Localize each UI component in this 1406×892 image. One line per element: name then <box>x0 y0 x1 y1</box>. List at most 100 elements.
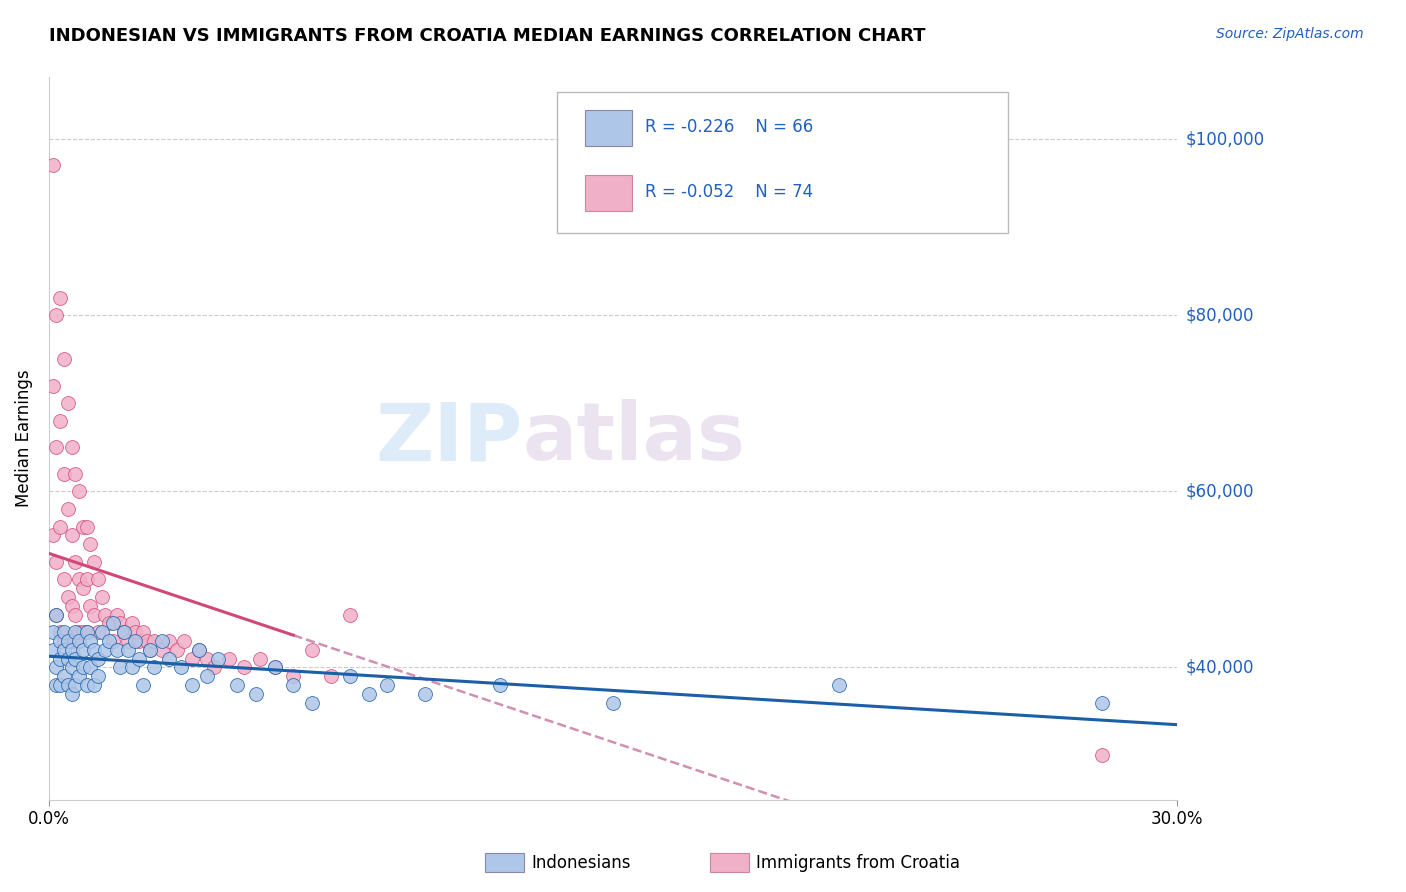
Point <box>56 634 79 648</box>
Point <box>180 678 202 692</box>
FancyBboxPatch shape <box>585 175 633 211</box>
Point <box>87 669 110 683</box>
Point <box>98 634 121 648</box>
Point <box>76 678 98 692</box>
Point <box>76 573 98 587</box>
Point <box>79 660 101 674</box>
Point <box>301 643 323 657</box>
Point <box>110 616 132 631</box>
Point <box>65 634 87 648</box>
Point <box>94 607 117 622</box>
Point <box>79 537 101 551</box>
Point <box>489 678 512 692</box>
Point <box>357 687 380 701</box>
Point <box>83 607 105 622</box>
Point <box>42 378 65 392</box>
Point <box>72 625 94 640</box>
Point <box>79 634 101 648</box>
Point <box>67 484 90 499</box>
Point <box>67 669 90 683</box>
Point <box>49 678 72 692</box>
Point <box>49 625 72 640</box>
Point <box>76 625 98 640</box>
Point <box>45 607 67 622</box>
Point <box>139 643 162 657</box>
Point <box>827 678 849 692</box>
Point <box>87 573 110 587</box>
Point <box>49 651 72 665</box>
Point <box>150 643 173 657</box>
Point <box>65 625 87 640</box>
Point <box>60 643 83 657</box>
Point <box>65 555 87 569</box>
FancyBboxPatch shape <box>585 110 633 146</box>
Y-axis label: Median Earnings: Median Earnings <box>15 369 32 508</box>
Point <box>60 634 83 648</box>
Point <box>166 643 188 657</box>
Point <box>72 660 94 674</box>
Point <box>124 625 146 640</box>
Point <box>60 599 83 613</box>
Point <box>226 678 249 692</box>
Point <box>53 352 76 367</box>
Point <box>56 651 79 665</box>
FancyBboxPatch shape <box>557 92 1008 233</box>
Point <box>157 651 180 665</box>
Point <box>263 660 285 674</box>
Point <box>98 616 121 631</box>
Point <box>602 696 624 710</box>
Point <box>45 660 67 674</box>
Text: $100,000: $100,000 <box>1185 130 1264 148</box>
Point <box>67 634 90 648</box>
Point <box>117 643 139 657</box>
Point <box>121 660 143 674</box>
Point <box>245 687 267 701</box>
Point <box>90 625 112 640</box>
Point <box>188 643 211 657</box>
Point <box>1091 748 1114 763</box>
Point <box>49 291 72 305</box>
Point <box>319 669 342 683</box>
Point <box>83 643 105 657</box>
Point <box>67 573 90 587</box>
Point <box>53 467 76 481</box>
Point <box>180 651 202 665</box>
Point <box>301 696 323 710</box>
Text: R = -0.226    N = 66: R = -0.226 N = 66 <box>644 118 813 136</box>
Point <box>218 651 240 665</box>
Point <box>83 678 105 692</box>
Point <box>56 678 79 692</box>
Text: ZIP: ZIP <box>375 400 523 477</box>
Point <box>49 634 72 648</box>
Point <box>72 519 94 533</box>
Point <box>207 651 229 665</box>
Point <box>101 616 124 631</box>
Point <box>56 502 79 516</box>
Point <box>283 669 305 683</box>
Point <box>249 651 271 665</box>
Point <box>117 634 139 648</box>
Point <box>195 651 218 665</box>
Text: Source: ZipAtlas.com: Source: ZipAtlas.com <box>1216 27 1364 41</box>
Point <box>204 660 226 674</box>
Point <box>87 651 110 665</box>
Point <box>65 651 87 665</box>
Point <box>53 625 76 640</box>
Point <box>143 660 166 674</box>
Point <box>60 687 83 701</box>
Point <box>233 660 256 674</box>
Point <box>132 625 155 640</box>
Point <box>1091 696 1114 710</box>
Point <box>112 625 135 640</box>
Point <box>60 660 83 674</box>
Point <box>101 634 124 648</box>
Point <box>128 651 150 665</box>
Text: Indonesians: Indonesians <box>531 854 631 871</box>
Point <box>53 573 76 587</box>
Point <box>339 607 361 622</box>
Point <box>110 660 132 674</box>
Point <box>94 643 117 657</box>
Point <box>45 308 67 322</box>
Point <box>90 590 112 604</box>
Point <box>121 616 143 631</box>
